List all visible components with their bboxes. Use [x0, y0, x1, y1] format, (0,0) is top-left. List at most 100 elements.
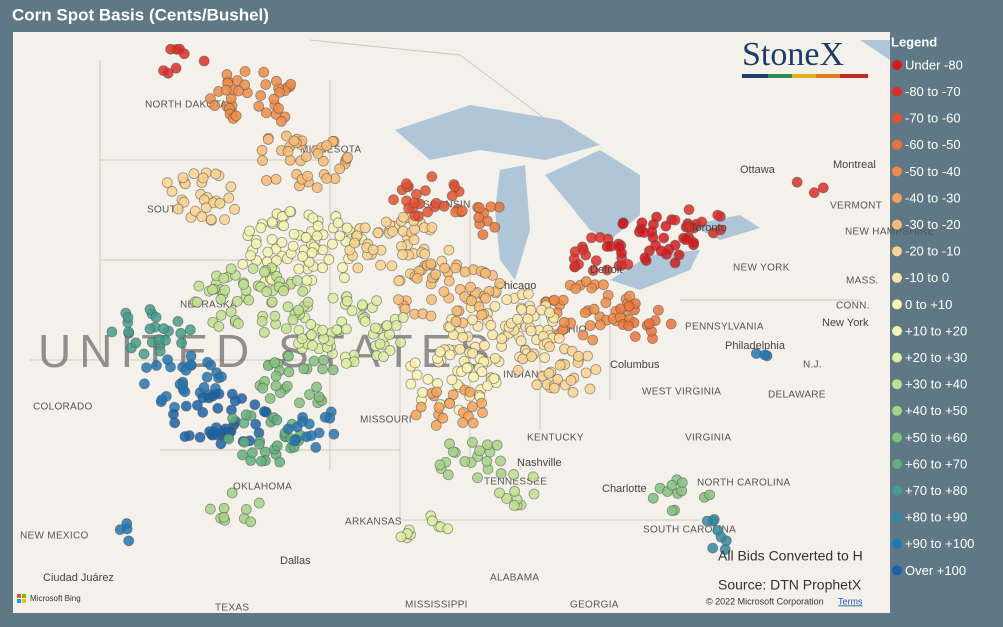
- terms-link[interactable]: Terms: [838, 596, 863, 606]
- bid-point: [256, 144, 268, 156]
- legend-label: Under -80: [905, 57, 963, 72]
- bid-point: [158, 65, 169, 77]
- bid-point: [269, 357, 280, 368]
- bid-point: [426, 222, 438, 233]
- bid-point: [317, 324, 329, 336]
- place: ALABAMA: [490, 573, 539, 584]
- bid-point: [369, 322, 381, 334]
- bid-point: [253, 497, 265, 509]
- bid-point: [312, 220, 324, 232]
- place: NEBRASKA: [180, 300, 237, 311]
- bid-point: [257, 382, 269, 394]
- bid-point: [288, 135, 300, 147]
- bid-point: [282, 423, 294, 435]
- bid-point: [715, 531, 727, 543]
- bid-point: [477, 407, 488, 419]
- bid-point: [434, 346, 446, 358]
- place: Dallas: [280, 555, 311, 567]
- bid-point: [310, 442, 322, 453]
- bid-point: [598, 279, 609, 291]
- place: NEW HAMPSHIRE: [845, 227, 934, 238]
- legend-label: +40 to +50: [905, 403, 967, 418]
- bid-point: [271, 75, 282, 87]
- bid-point: [255, 222, 267, 234]
- bid-point: [623, 320, 634, 332]
- place: SOUTH CAROLINA: [643, 525, 736, 536]
- bid-point: [666, 505, 678, 517]
- bid-point: [680, 234, 692, 246]
- place: TEXAS: [215, 603, 249, 614]
- bid-point: [258, 406, 270, 417]
- bid-point: [397, 249, 408, 260]
- bid-point: [205, 214, 217, 225]
- bid-point: [508, 500, 520, 511]
- bid-point: [647, 492, 659, 504]
- bid-point: [209, 426, 220, 438]
- bid-point: [669, 214, 681, 226]
- bid-point: [306, 329, 317, 341]
- bid-point: [121, 518, 133, 529]
- note: Source: DTN ProphetX: [718, 577, 862, 593]
- bid-point: [153, 334, 165, 345]
- bid-point: [422, 206, 434, 218]
- legend-swatch: [892, 405, 902, 416]
- bid-point: [489, 221, 501, 233]
- place: GEORGIA: [570, 600, 619, 611]
- bid-point: [601, 241, 613, 252]
- bid-point: [426, 294, 437, 306]
- bid-point: [332, 217, 344, 229]
- bid-point: [516, 304, 528, 315]
- bid-point: [284, 206, 296, 217]
- bid-point: [321, 140, 333, 151]
- bid-point: [323, 254, 335, 265]
- bid-point: [245, 516, 257, 528]
- bing-icon: [17, 594, 26, 603]
- bid-point: [269, 310, 281, 322]
- place: VERMONT: [830, 201, 882, 212]
- bing-label: Microsoft Bing: [30, 594, 81, 603]
- bid-point: [219, 214, 231, 226]
- bid-point: [582, 350, 593, 362]
- bid-point: [375, 259, 386, 271]
- bid-point: [139, 378, 150, 390]
- bid-point: [655, 245, 667, 257]
- bid-point: [278, 220, 290, 232]
- bid-point: [539, 352, 551, 364]
- bid-point: [480, 267, 491, 279]
- bid-point: [590, 255, 602, 267]
- place: NEW YORK: [733, 263, 790, 274]
- bid-point: [220, 84, 232, 96]
- bid-point: [256, 315, 268, 327]
- bid-point: [276, 116, 287, 127]
- bid-point: [169, 417, 181, 429]
- bid-point: [509, 485, 521, 497]
- bid-point: [494, 278, 506, 289]
- bid-point: [565, 375, 577, 386]
- bid-point: [665, 318, 677, 330]
- bid-point: [579, 307, 591, 319]
- place: MASS.: [846, 276, 879, 287]
- bid-point: [264, 393, 276, 404]
- bid-point: [381, 320, 393, 331]
- bid-point: [197, 392, 209, 404]
- bid-point: [207, 284, 218, 296]
- bid-point: [617, 218, 629, 230]
- bid-point: [643, 318, 655, 330]
- bid-point: [481, 455, 493, 467]
- bid-point: [419, 248, 431, 260]
- legend-swatch: [892, 166, 902, 177]
- legend-label: +20 to +30: [905, 350, 967, 365]
- bid-point: [467, 314, 478, 326]
- bid-point: [273, 103, 284, 114]
- bid-point: [260, 107, 272, 119]
- bid-point: [271, 440, 283, 452]
- bid-point: [294, 397, 305, 409]
- bid-point: [247, 263, 259, 274]
- bid-point: [271, 414, 283, 426]
- legend-label: +60 to +70: [905, 456, 967, 471]
- bid-point: [425, 310, 437, 322]
- legend-swatch: [892, 272, 902, 283]
- bid-point: [613, 241, 625, 253]
- bid-point: [666, 479, 678, 491]
